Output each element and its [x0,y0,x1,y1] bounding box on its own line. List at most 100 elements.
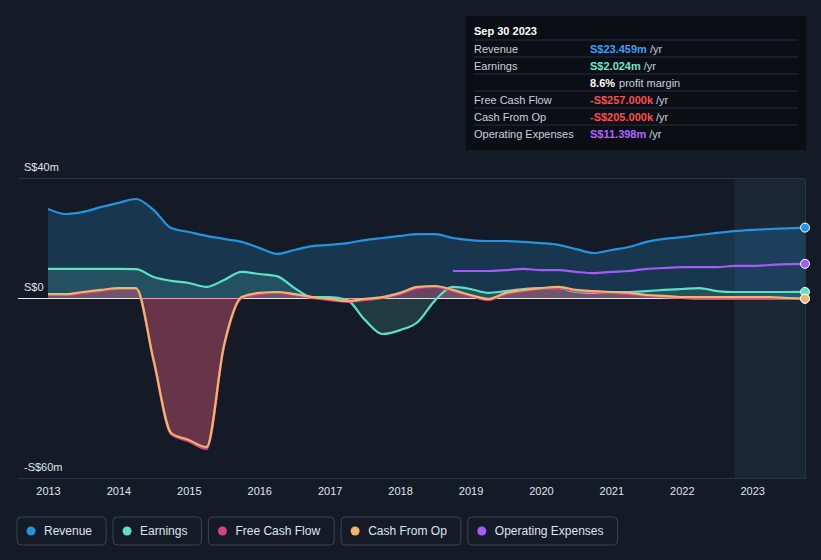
x-tick: 2019 [459,478,483,497]
tooltip-value-text: S$23.459m [590,43,647,55]
chart-container: S$40mS$0-S$60m20132014201520162017201820… [0,0,821,560]
tooltip-label: Earnings [474,60,518,72]
legend-box[interactable] [208,517,334,545]
y-tick-label: S$40m [24,161,59,173]
tooltip-value: S$2.024m/yr [590,60,656,72]
tooltip-value: S$23.459m/yr [590,43,662,55]
plot-group [48,199,805,449]
tooltip-value-text: S$11.398m [590,128,646,140]
series-line [48,199,805,254]
legend-box[interactable] [341,517,461,545]
x-tick-label: 2016 [248,485,272,497]
tooltip-label: Free Cash Flow [474,94,552,106]
x-tick-label: 2023 [740,485,764,497]
tooltip-date: Sep 30 2023 [474,25,537,37]
y-tick: S$40m [18,161,805,179]
x-tick-label: 2018 [388,485,412,497]
legend-label[interactable]: Free Cash Flow [235,524,320,538]
y-tick-label: -S$60m [24,461,63,473]
tooltip-unit: /yr [656,111,669,123]
legend-swatch[interactable] [27,527,36,536]
tooltip-unit: /yr [650,43,663,55]
x-tick-label: 2014 [107,485,131,497]
tooltip-value-text: -S$257.000k [590,94,654,106]
tooltip-separator [474,125,798,126]
legend-box[interactable] [17,517,106,545]
highlight-group [735,178,805,478]
end-dot [801,223,810,232]
legend-item[interactable]: Revenue [17,517,106,545]
x-axis: 2013 2014 2015 2016 2017 2018 2019 2020 2021 2022… [36,478,805,497]
end-dot-group [801,223,810,303]
tooltip-label: Revenue [474,43,518,55]
x-tick: 2018 [388,478,412,497]
tooltip-label: Operating Expenses [474,128,574,140]
tooltip-value: -S$205.000k/yr [590,111,669,123]
y-grid-line [18,178,805,179]
legend-item[interactable]: Free Cash Flow [208,517,334,545]
tooltip-label: profit margin [619,77,680,89]
x-tick: 2023 [740,478,764,497]
tooltip-separator [474,108,798,109]
x-tick: 2021 [600,478,624,497]
tooltip-value-text: -S$205.000k [590,111,654,123]
series-line [453,264,805,273]
tooltip-separator [474,91,798,92]
legend-swatch[interactable] [218,527,227,536]
tooltip-separator [474,57,798,58]
tooltip-separator [474,74,798,75]
legend-item[interactable]: Cash From Op [341,517,461,545]
legend-label[interactable]: Revenue [44,524,92,538]
y-grid-line [18,478,805,479]
x-tick: 2014 [107,478,131,497]
x-tick: 2016 [248,478,272,497]
x-tick-label: 2020 [529,485,553,497]
chart-svg: S$40mS$0-S$60m20132014201520162017201820… [0,0,821,560]
tooltip: Sep 30 2023 Revenue S$23.459m/yr Earnings S$… [466,16,806,150]
tooltip-box [466,16,806,150]
tooltip-unit: /yr [656,94,669,106]
x-tick: 2017 [318,478,342,497]
x-tick: 2022 [670,478,694,497]
x-tick: 2015 [177,478,201,497]
x-tick-label: 2021 [600,485,624,497]
legend-item[interactable]: Operating Expenses [468,517,618,545]
y-tick: -S$60m [18,461,805,479]
tooltip-value: S$11.398m/yr [590,128,662,140]
legend-swatch[interactable] [123,527,132,536]
y-tick-label: S$0 [24,281,44,293]
x-tick-label: 2022 [670,485,694,497]
background [0,0,821,560]
series-line [48,269,805,334]
y-axis: S$40m S$0 -S$60m [18,161,806,479]
x-tick: 2020 [529,478,553,497]
legend-label[interactable]: Earnings [140,524,187,538]
x-tick-label: 2019 [459,485,483,497]
legend-box[interactable] [468,517,618,545]
tooltip-value-text: 8.6% [590,77,615,89]
tooltip-value: -S$257.000k/yr [590,94,669,106]
end-dot [801,294,810,303]
x-tick-label: 2015 [177,485,201,497]
x-tick-label: 2013 [36,485,60,497]
legend: Revenue Earnings Free Cash Flow Cash From O… [17,517,618,545]
legend-item[interactable]: Earnings [113,517,201,545]
series-line [48,287,805,449]
tooltip-unit: /yr [644,60,657,72]
tooltip-separator [474,40,798,41]
legend-label[interactable]: Operating Expenses [495,524,604,538]
legend-box[interactable] [113,517,201,545]
end-dot [801,259,810,268]
legend-swatch[interactable] [351,527,360,536]
tooltip-label: Cash From Op [474,111,546,123]
tooltip-unit: /yr [649,128,662,140]
x-tick-label: 2017 [318,485,342,497]
legend-swatch[interactable] [477,527,486,536]
tooltip-value: 8.6% profit margin [590,77,680,89]
tooltip-value-text: S$2.024m [590,60,641,72]
highlight-band [735,178,805,478]
end-dot [801,294,810,303]
legend-label[interactable]: Cash From Op [368,524,447,538]
x-axis-line [49,478,806,479]
x-tick: 2013 [36,478,60,497]
